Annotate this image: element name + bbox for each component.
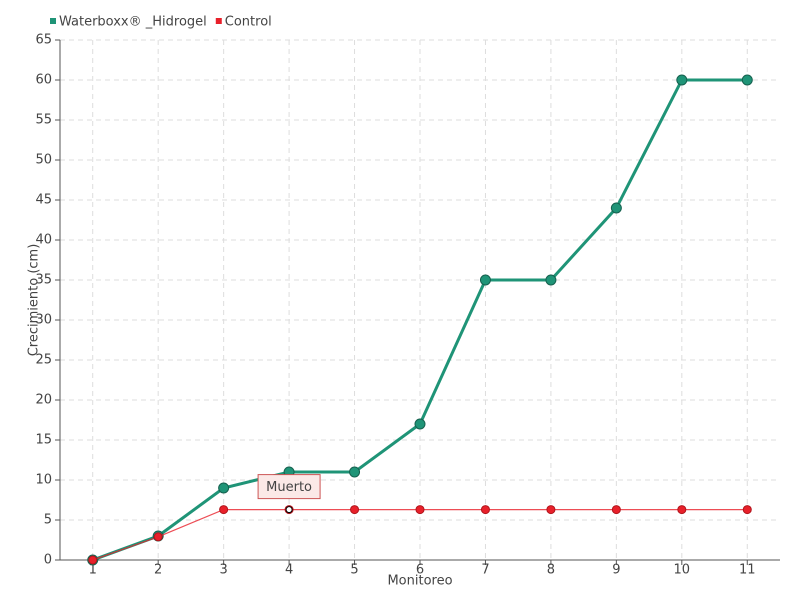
legend-swatch bbox=[50, 18, 56, 24]
data-point bbox=[676, 74, 688, 86]
legend-label: Waterboxx® _Hidrogel bbox=[59, 15, 207, 30]
x-tick-label: 5 bbox=[350, 563, 358, 578]
data-point bbox=[741, 74, 753, 86]
data-point bbox=[415, 505, 425, 515]
y-tick-label: 40 bbox=[35, 233, 52, 248]
data-point bbox=[611, 505, 621, 515]
data-point bbox=[414, 418, 426, 430]
x-tick-label: 7 bbox=[481, 563, 489, 578]
y-tick-label: 65 bbox=[35, 33, 52, 48]
y-tick-label: 35 bbox=[35, 273, 52, 288]
x-tick-label: 10 bbox=[674, 563, 691, 578]
x-tick-label: 1 bbox=[89, 563, 97, 578]
data-point bbox=[546, 505, 556, 515]
x-tick-label: 9 bbox=[612, 563, 620, 578]
annotation-box bbox=[257, 474, 321, 500]
legend-swatch bbox=[215, 18, 222, 24]
x-tick-label: 2 bbox=[154, 563, 162, 578]
x-tick-label: 8 bbox=[547, 563, 555, 578]
y-tick-label: 15 bbox=[35, 433, 52, 448]
data-point bbox=[677, 505, 687, 515]
data-point bbox=[742, 505, 752, 515]
y-tick-label: 25 bbox=[35, 353, 52, 368]
x-tick-label: 11 bbox=[739, 563, 756, 578]
y-tick-label: 10 bbox=[35, 473, 52, 488]
data-point bbox=[350, 505, 360, 515]
x-tick-label: 3 bbox=[219, 563, 227, 578]
x-axis-title: Monitoreo bbox=[387, 574, 452, 589]
y-tick-label: 50 bbox=[35, 153, 52, 168]
data-point bbox=[610, 202, 622, 214]
data-point bbox=[545, 274, 557, 286]
data-point bbox=[218, 482, 230, 494]
annotation: Muerto bbox=[266, 480, 312, 495]
data-point bbox=[480, 505, 490, 515]
y-tick-label: 20 bbox=[35, 393, 52, 408]
legend-label: Control bbox=[225, 15, 272, 30]
y-tick-label: 0 bbox=[44, 553, 52, 568]
data-point bbox=[153, 532, 163, 542]
y-tick-label: 30 bbox=[35, 313, 52, 328]
y-tick-label: 45 bbox=[35, 193, 52, 208]
y-axis-title: Crecimiento (cm) bbox=[27, 244, 42, 357]
y-tick-label: 55 bbox=[35, 113, 52, 128]
data-point bbox=[88, 555, 98, 565]
y-tick-label: 5 bbox=[44, 513, 52, 528]
data-point bbox=[219, 505, 229, 515]
y-tick-label: 60 bbox=[35, 73, 52, 88]
data-point bbox=[349, 466, 361, 478]
data-point bbox=[479, 274, 491, 286]
annotation-marker bbox=[285, 506, 293, 514]
x-tick-label: 6 bbox=[416, 563, 424, 578]
x-tick-label: 4 bbox=[285, 563, 293, 578]
